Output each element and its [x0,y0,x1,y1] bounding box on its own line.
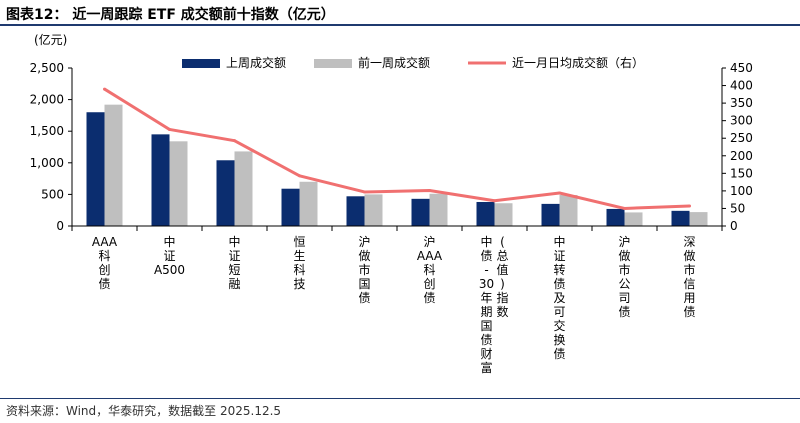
monthly-avg-point [428,189,431,193]
left-axis: 0 500 1,000 1,500 2,000 2,500 [30,61,73,233]
right-axis-tick-label: 200 [730,149,753,163]
legend-label: 前一周成交额 [358,55,430,70]
bar-prev-week [364,194,383,226]
bar-last-week [476,201,495,226]
bar-prev-week [169,141,188,226]
monthly-avg-point [103,87,106,91]
left-axis-tick-label: 1,500 [30,124,64,138]
bar-prev-week [299,181,318,226]
bar-last-week [216,160,235,226]
category-label: 深做市信用债 [683,235,695,319]
left-axis-tick-label: 2,500 [30,61,64,75]
title-divider [0,24,800,26]
bar-prev-week [559,195,578,226]
category-label: 中证转债及可交换债 [553,234,565,361]
etf-turnover-chart: (亿元) 上周成交额 前一周成交额 近一月日均成交额（右） 05001,0001,5… [30,32,753,375]
monthly-avg-point [688,204,691,208]
left-axis-tick-label: 1,000 [30,156,64,170]
monthly-avg-point [623,206,626,210]
bar-prev-week [624,212,643,226]
left-axis-tick-label: 2,000 [30,93,64,107]
chart-legend: 上周成交额 前一周成交额 近一月日均成交额（右） [182,55,644,70]
line-series-group [103,87,691,210]
category-label: 中债-30 年期国债财富(总值)指数 [479,234,509,375]
monthly-avg-point [493,199,496,203]
right-axis-tick-label: 300 [730,114,753,128]
right-axis-tick-label: 400 [730,79,753,93]
left-axis-unit-label: (亿元) [34,32,67,47]
monthly-avg-point [298,174,301,178]
right-axis-tick-label: 250 [730,131,753,145]
figure-title: 图表12： 近一周跟踪 ETF 成交额前十指数（亿元） [6,7,335,23]
category-label: 恒生科技 [293,235,305,291]
bar-prev-week [104,104,123,226]
category-label: 沪做市公司债 [618,235,630,319]
legend-swatch-prev-week [314,59,352,68]
right-axis-tick-label: 50 [730,201,745,215]
bar-prev-week [234,151,253,226]
monthly-avg-point [558,191,561,195]
right-axis-tick-label: 450 [730,61,753,75]
legend-label: 上周成交额 [226,55,286,70]
monthly-avg-line [103,87,690,210]
bar-last-week [86,112,105,226]
bar-last-week [541,203,560,226]
category-label: 中证短融 [228,234,240,291]
category-label: AAA 科创债 [92,235,118,291]
bar-prev-week [429,193,448,226]
category-label: 沪做市国债 [358,235,370,305]
legend-label: 近一月日均成交额（右） [512,55,644,70]
source-divider [0,398,800,399]
bar-last-week [606,208,625,226]
category-label: 沪 AAA 科创债 [417,235,443,305]
bar-last-week [671,210,690,226]
monthly-avg-point [363,190,366,194]
monthly-avg-point [233,139,236,143]
bar-prev-week [689,212,708,226]
right-axis-tick-label: 0 [730,219,738,233]
bar-last-week [346,196,365,226]
x-axis: AAA 科创债 中证 A500 中证短融 恒生科技 沪做市国债 沪 AAA 科创债 中债-30 年期国… [71,225,723,375]
right-axis: 0 50 100 150 200 250 300 350 400 450 [721,61,753,233]
category-label: 中证 A500 [154,234,185,277]
legend-swatch-last-week [182,59,220,68]
monthly-avg-point [168,127,171,131]
bar-last-week [151,134,170,226]
right-axis-tick-label: 100 [730,184,753,198]
right-axis-tick-label: 350 [730,96,753,110]
bar-last-week [281,188,300,226]
right-axis-tick-label: 150 [730,166,753,180]
bar-last-week [411,198,430,226]
left-axis-tick-label: 500 [41,187,64,201]
source-note: 资料来源：Wind，华泰研究，数据截至 2025.12.5 [6,404,282,418]
left-axis-tick-label: 0 [56,219,64,233]
bar-prev-week [494,203,513,226]
bar-series-group [86,104,708,226]
